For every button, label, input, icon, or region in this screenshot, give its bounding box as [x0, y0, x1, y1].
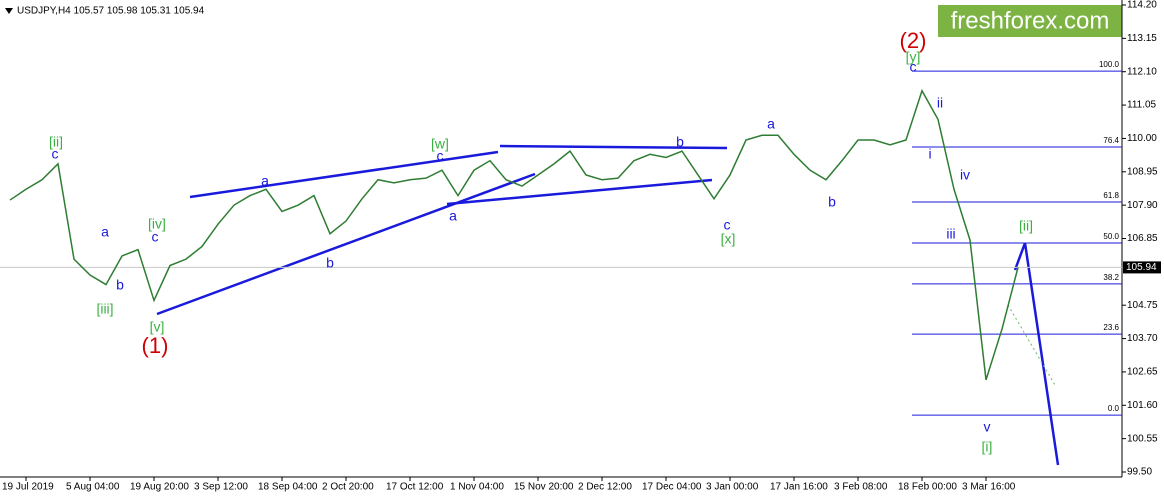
y-tick-label: 111.05: [1127, 100, 1157, 111]
wave-label: a: [767, 116, 775, 132]
x-tick-label: 17 Oct 12:00: [386, 482, 444, 493]
y-tick-label: 100.55: [1127, 433, 1158, 444]
trendline: [499, 144, 728, 150]
trendline: [446, 178, 713, 206]
wave-label: c: [910, 59, 917, 75]
fib-label: 50.0: [1103, 232, 1119, 241]
y-tick-label: 110.00: [1127, 133, 1157, 144]
wave-label: b: [116, 277, 124, 293]
y-tick-label: 112.10: [1127, 66, 1157, 77]
wave-label: b: [326, 255, 334, 271]
x-tick-label: 15 Nov 20:00: [514, 482, 574, 493]
x-tick-label: 5 Aug 04:00: [66, 482, 120, 493]
wave-label: b: [676, 134, 684, 150]
x-tick-label: 2 Dec 12:00: [578, 482, 632, 493]
wave-label: [ii]: [49, 134, 63, 150]
fib-label: 38.2: [1103, 273, 1119, 282]
wave-label: v: [984, 419, 991, 435]
x-tick-label: 19 Jul 2019: [2, 482, 54, 493]
logo-box: [938, 5, 1122, 37]
trendline: [189, 150, 499, 199]
logo: freshforex.com: [951, 7, 1110, 34]
price-box: [1123, 261, 1161, 274]
x-tick-label: 19 Aug 20:00: [130, 482, 189, 493]
trendline: [156, 172, 536, 316]
wave-label: iii: [946, 226, 955, 242]
wave-label: [iv]: [148, 216, 166, 232]
y-tick-label: 108.95: [1127, 166, 1158, 177]
wave-label: [ii]: [1019, 218, 1033, 234]
wave-label: c: [52, 146, 59, 162]
x-tick-label: 2 Oct 20:00: [322, 482, 374, 493]
wave-label: c: [724, 217, 731, 233]
wave-label: c: [152, 229, 159, 245]
x-tick-label: 3 Feb 08:00: [834, 482, 888, 493]
wave-label: b: [828, 194, 836, 210]
fib-label: 0.0: [1108, 404, 1120, 413]
y-tick-label: 99.50: [1127, 467, 1152, 478]
wave-label: (1): [142, 333, 169, 358]
y-tick-label: 114.20: [1127, 0, 1157, 11]
wave-label: iv: [960, 167, 970, 183]
wave-label: a: [101, 224, 109, 240]
x-tick-label: 17 Dec 04:00: [642, 482, 702, 493]
x-tick-label: 18 Sep 04:00: [258, 482, 318, 493]
y-tick-label: 102.65: [1127, 367, 1158, 378]
x-tick-label: 3 Jan 00:00: [706, 482, 759, 493]
wave-label: i: [928, 146, 931, 162]
fib-label: 61.8: [1103, 191, 1119, 200]
menu-arrow: [5, 8, 13, 14]
x-tick-label: 17 Jan 16:00: [770, 482, 828, 493]
wave-label: ii: [937, 95, 943, 111]
x-tick-label: 18 Feb 00:00: [898, 482, 957, 493]
wave-label: [w]: [431, 136, 449, 152]
y-tick-label: 113.15: [1127, 33, 1157, 44]
wave-label: a: [449, 208, 457, 224]
wave-label: [x]: [721, 231, 736, 247]
price-label: 105.94: [1126, 262, 1157, 273]
wave-label: a: [261, 173, 269, 189]
wave-label: [i]: [982, 439, 993, 455]
projection-dotted: [1007, 304, 1056, 386]
wave-label: [v]: [150, 319, 165, 335]
fib-label: 76.4: [1103, 136, 1119, 145]
y-tick-label: 103.70: [1127, 333, 1158, 344]
y-tick-label: 104.75: [1127, 300, 1158, 311]
x-tick-label: 3 Mar 16:00: [962, 482, 1016, 493]
y-tick-label: 106.85: [1127, 233, 1158, 244]
fib-label: 23.6: [1103, 323, 1119, 332]
x-tick-label: 3 Sep 12:00: [194, 482, 248, 493]
wave-label: c: [437, 148, 444, 164]
price-line-series: [9, 88, 1019, 381]
y-tick-label: 101.60: [1127, 400, 1158, 411]
x-tick-label: 1 Nov 04:00: [450, 482, 504, 493]
y-tick-label: 107.90: [1127, 200, 1158, 211]
wave-label: [iii]: [96, 301, 113, 317]
wave-label: [y]: [906, 49, 921, 65]
chart-title: USDJPY,H4 105.57 105.98 105.31 105.94: [17, 6, 205, 17]
fib-label: 100.0: [1099, 60, 1120, 69]
wave-label: (2): [900, 28, 927, 53]
